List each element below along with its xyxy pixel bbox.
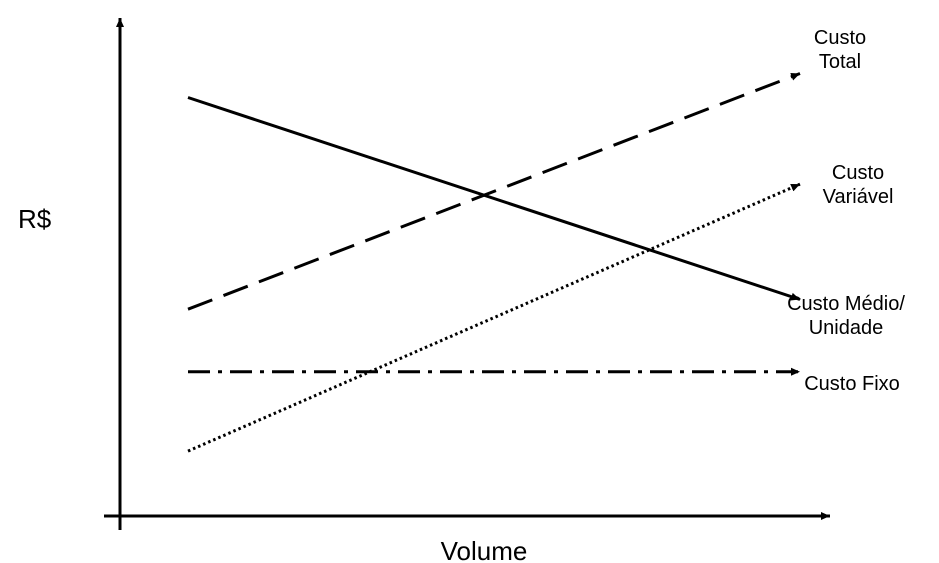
series-label-fixo: Custo Fixo xyxy=(804,373,900,395)
series-label-total: Custo Total xyxy=(814,27,866,73)
series-label-line: Total xyxy=(819,51,861,73)
x-axis-title: Volume xyxy=(441,536,528,563)
series-line-variavel xyxy=(187,182,801,453)
y-axis-title: R$ xyxy=(18,204,52,234)
series-line-total xyxy=(187,72,801,311)
series-label-variavel: Custo Variável xyxy=(823,162,894,208)
series-label-line: Custo Fixo xyxy=(804,373,900,395)
series-label-medio: Custo Médio/Unidade xyxy=(787,293,905,339)
series-label-line: Variável xyxy=(823,186,894,208)
series-label-line: Unidade xyxy=(809,317,884,339)
series-line-medio xyxy=(187,96,801,301)
series-label-line: Custo xyxy=(814,27,866,49)
series-label-line: Custo Médio/ xyxy=(787,293,905,315)
series-label-line: Custo xyxy=(832,162,884,184)
series-group xyxy=(187,72,801,453)
